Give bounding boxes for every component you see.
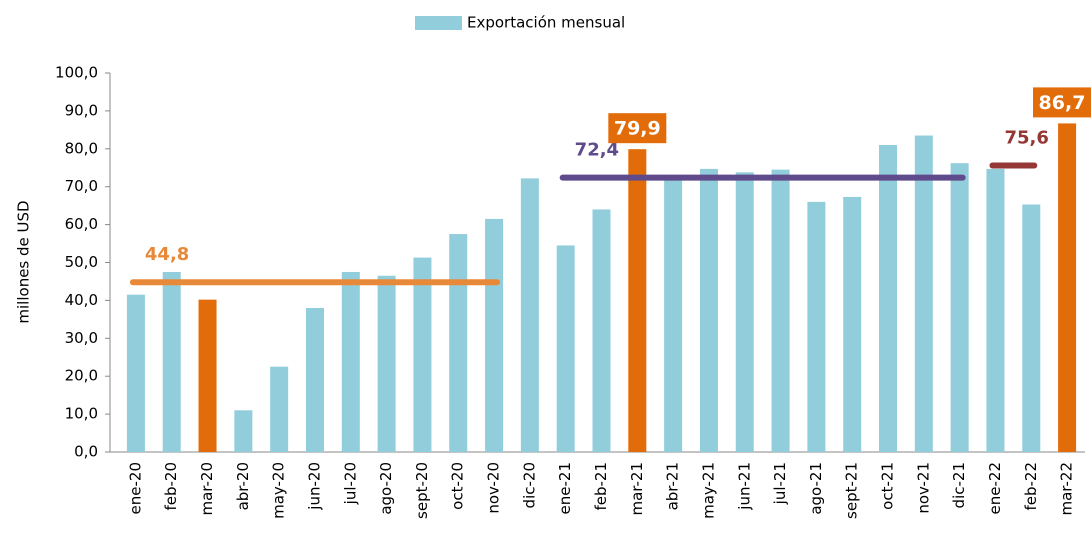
bar xyxy=(914,135,933,452)
y-tick-label: 50,0 xyxy=(65,253,98,271)
bar xyxy=(449,234,468,452)
y-tick-label: 0,0 xyxy=(74,443,98,461)
bar xyxy=(879,145,898,452)
y-tick-label: 80,0 xyxy=(65,139,98,157)
x-tick-label: ene-22 xyxy=(986,462,1004,514)
x-tick-label: ene-20 xyxy=(126,462,144,514)
reference-label: 75,6 xyxy=(1004,127,1048,148)
x-tick-label: dic-20 xyxy=(520,462,538,508)
bar xyxy=(341,271,360,452)
x-tick-label: abr-20 xyxy=(234,462,252,510)
bar xyxy=(270,366,289,452)
y-tick-label: 20,0 xyxy=(65,367,98,385)
x-tick-label: oct-21 xyxy=(879,462,897,510)
reference-label: 72,4 xyxy=(575,140,619,161)
legend-swatch xyxy=(415,16,462,30)
bar xyxy=(198,299,217,452)
x-tick-label: mar-20 xyxy=(198,462,216,516)
bar xyxy=(413,257,432,452)
y-tick-label: 40,0 xyxy=(65,291,98,309)
reference-label: 44,8 xyxy=(145,244,189,265)
y-tick-label: 30,0 xyxy=(65,329,98,347)
x-tick-label: oct-20 xyxy=(449,462,467,510)
x-tick-label: jul-21 xyxy=(771,462,789,505)
x-tick-label: abr-21 xyxy=(664,462,682,510)
bar xyxy=(771,169,790,452)
value-label: 79,9 xyxy=(614,118,661,140)
bar xyxy=(735,172,754,452)
y-tick-label: 60,0 xyxy=(65,215,98,233)
bar xyxy=(305,307,324,452)
x-tick-label: feb-20 xyxy=(162,462,180,511)
bar xyxy=(843,196,862,452)
bar xyxy=(950,163,969,452)
value-label: 86,7 xyxy=(1039,92,1086,114)
bar xyxy=(126,294,145,452)
y-tick-label: 70,0 xyxy=(65,177,98,195)
bar xyxy=(807,201,826,452)
y-axis-label: millones de USD xyxy=(15,200,33,323)
x-tick-label: jun-20 xyxy=(305,462,323,511)
x-tick-label: sept-20 xyxy=(413,462,431,519)
x-tick-label: nov-21 xyxy=(914,462,932,514)
x-tick-label: jun-21 xyxy=(735,462,753,511)
x-tick-label: ene-21 xyxy=(556,462,574,514)
x-tick-label: feb-22 xyxy=(1022,462,1040,511)
value-label-box xyxy=(1033,87,1091,118)
bar xyxy=(556,245,575,452)
x-tick-label: sept-21 xyxy=(843,462,861,519)
bar xyxy=(1022,204,1041,452)
y-tick-label: 10,0 xyxy=(65,405,98,423)
x-tick-label: may-21 xyxy=(699,462,717,519)
x-tick-label: dic-21 xyxy=(950,462,968,508)
bar xyxy=(485,218,504,452)
bar xyxy=(162,271,181,452)
y-tick-label: 90,0 xyxy=(65,101,98,119)
bar xyxy=(520,178,539,452)
legend-label: Exportación mensual xyxy=(467,14,625,32)
x-tick-label: mar-22 xyxy=(1058,462,1076,516)
value-label-box xyxy=(608,113,667,144)
y-tick-label: 100,0 xyxy=(55,64,98,82)
bar xyxy=(986,168,1005,452)
x-tick-label: ago-21 xyxy=(807,462,825,515)
bar xyxy=(699,168,718,452)
x-tick-label: mar-21 xyxy=(628,462,646,516)
bar xyxy=(664,179,683,452)
x-tick-label: may-20 xyxy=(270,462,288,519)
x-tick-label: feb-21 xyxy=(592,462,610,511)
x-tick-label: ago-20 xyxy=(377,462,395,515)
bar xyxy=(628,149,647,452)
x-tick-label: nov-20 xyxy=(485,462,503,514)
bar xyxy=(234,410,253,452)
x-tick-label: jul-20 xyxy=(341,462,359,505)
bar xyxy=(592,209,611,452)
bar xyxy=(377,275,396,452)
bar xyxy=(1058,123,1077,453)
